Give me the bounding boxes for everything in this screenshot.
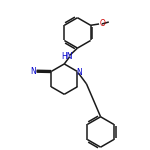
Text: O: O — [100, 20, 106, 28]
Text: N: N — [30, 67, 36, 76]
Text: N: N — [76, 68, 82, 77]
Text: HN: HN — [61, 51, 72, 60]
